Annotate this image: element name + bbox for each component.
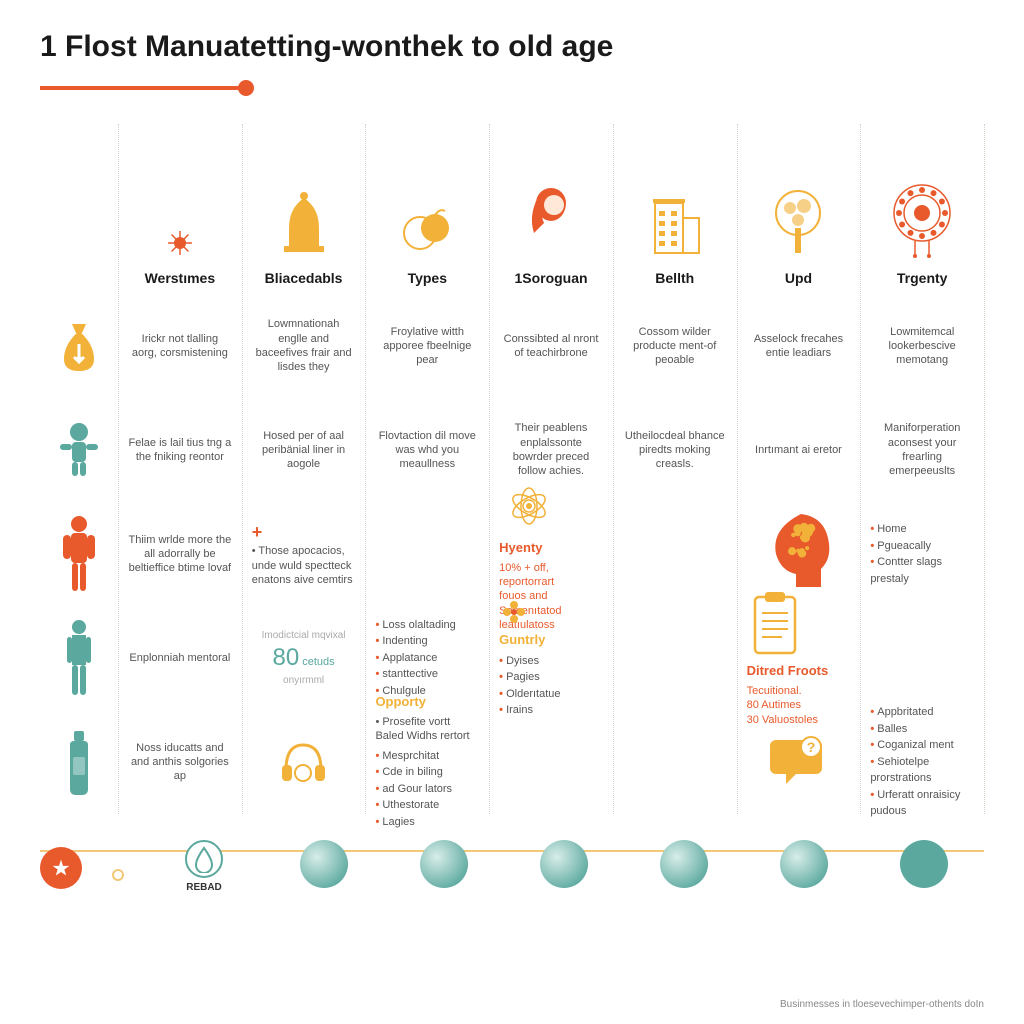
grid-cell [613,710,737,814]
grid-cell [365,502,489,606]
timeline-node [504,840,624,893]
timeline-small-dot [112,869,124,881]
timeline-node [744,840,864,893]
timeline-node [264,840,384,893]
fruit-gold-icon [400,168,455,258]
column-label: Werstımes [145,270,216,286]
grid-cell [860,606,984,710]
grid-cell: Utheilocdeal bhance piredts moking creas… [613,398,737,502]
grid-cell: Inrtımant ai eretor [737,398,861,502]
dome-gold-icon [274,168,334,258]
grid-row: Thiim wrlde more the all adorrally be be… [118,502,984,606]
headphones-gold-icon [252,735,356,789]
timeline-start-badge [40,847,82,889]
column-header: Upd [737,168,861,286]
column-header: Bellth [613,168,737,286]
column-header: Bliacedabls [242,168,366,286]
grid-cell: Irickr not tlalling aorg, corsmistening [118,294,242,398]
grid-cell: Ditred FrootsTecuitional.80 Autimes30 Va… [737,606,861,710]
header-row: Werstımes Bliacedabls Types 1Soroguan Bellth… [118,124,984,294]
tree-gold-icon [768,168,828,258]
grid-cell: Asselock frecahes entie leadiars [737,294,861,398]
grid-cell: +• Those apocacios, unde wuld spectteck … [242,502,366,606]
grid-cell [242,710,366,814]
timeline-node [624,840,744,893]
timeline-node [384,840,504,893]
column-header: 1Soroguan [489,168,613,286]
column-label: Trgenty [897,270,948,286]
grid-cell: Maniforperation aconsest your frearling … [860,398,984,502]
grid-row: Enplonniah mentoralImodictcial mqvixal80… [118,606,984,710]
grid-cell [613,502,737,606]
grid-cell: Conssibted al nront of teachirbrone [489,294,613,398]
building-gold-icon [645,168,705,258]
grid-cell: Froylative witth apporee fbeelnige pear [365,294,489,398]
column-label: 1Soroguan [514,270,587,286]
footer-caption: Businmesses in tloesevechimper-othents d… [780,999,984,1010]
column-label: Bliacedabls [265,270,343,286]
child-figure-icon [40,398,118,502]
money-bag-icon [40,294,118,398]
svg-text:?: ? [807,739,816,755]
grid-cell: Felae is lail tius tng a the fniking reo… [118,398,242,502]
grid-row: Noss iducatts and and anthis solgories a… [118,710,984,814]
grid-cell: AppbritatedBallesCoganizal mentSehiotelp… [860,710,984,814]
bottle-icon [40,710,118,814]
chat-gold-icon: ? [747,732,851,791]
woman-orange-icon [524,168,579,258]
grid-cell: HomePgueacallyContter slags prestaly [860,502,984,606]
standing-figure-icon [40,606,118,710]
adult-figure-icon [40,502,118,606]
column-header: Trgenty [860,168,984,286]
grid-cell: Hosed per of aal peribänial liner in aog… [242,398,366,502]
mandala-orange-icon [887,168,957,258]
column-label: Upd [785,270,812,286]
column-header: Types [365,168,489,286]
infographic-grid: Werstımes Bliacedabls Types 1Soroguan Bellth… [40,124,984,814]
grid-cell: Lowmitemcal lookerbescive memotang [860,294,984,398]
grid-cell: Noss iducatts and and anthis solgories a… [118,710,242,814]
grid-cell [613,606,737,710]
grid-cell: Cossom wilder producte ment-of peoable [613,294,737,398]
column-label: Types [408,270,447,286]
page-title: 1 Flost Manuatetting-wonthek to old age [40,30,984,64]
left-icon-column [40,124,118,814]
grid-cell: Hyenty10% + off,reportorrartfouos andSom… [489,502,613,606]
column-label: Bellth [655,270,694,286]
main-grid: Werstımes Bliacedabls Types 1Soroguan Bellth… [118,124,984,814]
bottom-timeline: REBAD [40,826,984,906]
grid-cell: Thiim wrlde more the all adorrally be be… [118,502,242,606]
grid-cell: GuntrlyDyisesPagiesOlderıtatueIrains [489,606,613,710]
title-underline [40,80,984,96]
grid-cell: Opporty• Prosefite vortt Baled Widhs rer… [365,710,489,814]
grid-cell: Flovtaction dil move was whd you meaulln… [365,398,489,502]
grid-cell [489,710,613,814]
timeline-node [864,840,984,893]
timeline-node-first: REBAD [144,840,264,893]
brain-head-orange-icon [747,509,851,598]
sun-gold-icon [165,168,195,258]
grid-cell: Enplonniah mentoral [118,606,242,710]
grid-cell: Imodictcial mqvixal80 cetudsonyırmml [242,606,366,710]
grid-cell: Lowmnationah englle and baceefives frair… [242,294,366,398]
column-header: Werstımes [118,168,242,286]
grid-row: Irickr not tlalling aorg, corsmisteningL… [118,294,984,398]
grid-cell: ? [737,710,861,814]
